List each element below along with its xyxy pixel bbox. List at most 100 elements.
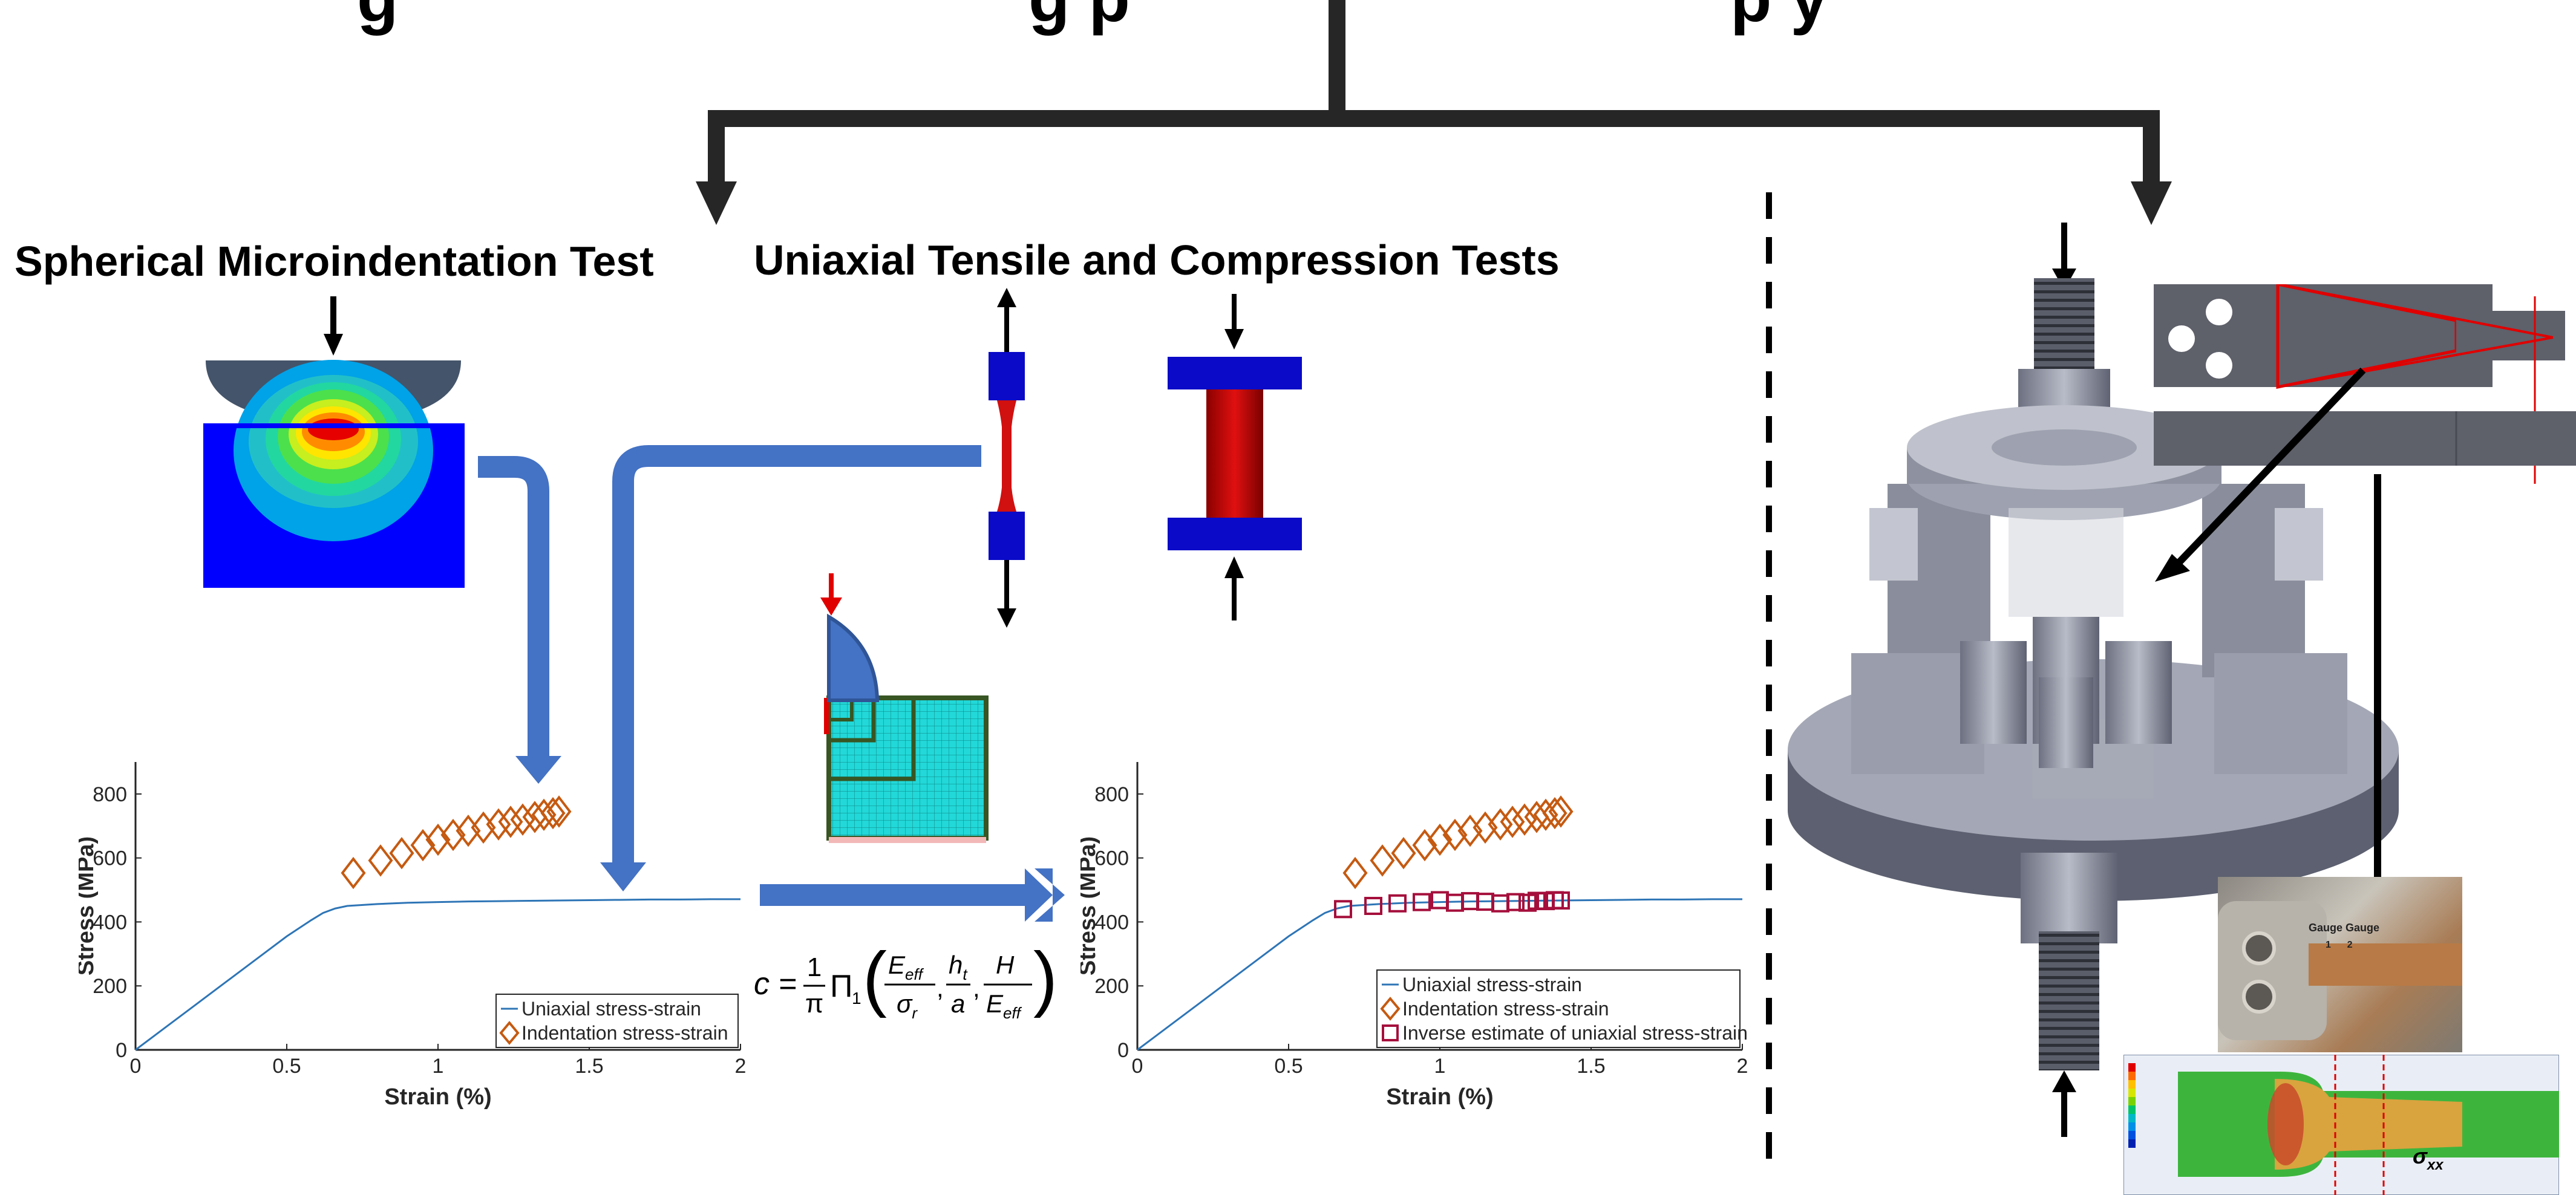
legend-swatch-diamond xyxy=(1380,997,1401,1021)
formula-arg3-den: Eeff xyxy=(986,989,1022,1022)
point-indentation xyxy=(510,803,535,836)
y-axis-label: Stress (MPa) xyxy=(1080,836,1100,975)
y-tick-label: 400 xyxy=(93,911,127,934)
x-axis-label: Strain (%) xyxy=(384,1084,491,1110)
y-tick-label: 600 xyxy=(1094,847,1129,870)
point-indentation xyxy=(1512,803,1537,836)
chart-to-chart-arrowhead xyxy=(1035,868,1065,922)
tensile-compression-heading: Uniaxial Tensile and Compression Tests xyxy=(754,236,1560,284)
x-tick-label: 0 xyxy=(1132,1055,1143,1078)
point-indentation xyxy=(1442,818,1468,851)
chart-inverse-estimate: 0 0.5 1 1.5 2 0 200 400 600 800 Strain (%) Stress (… xyxy=(1080,762,1748,1110)
point-indentation xyxy=(456,815,481,847)
point-indentation xyxy=(531,798,557,831)
legend-box xyxy=(495,994,739,1048)
point-indentation xyxy=(410,829,436,862)
y-tick-label: 600 xyxy=(93,847,127,870)
uniaxial-to-chart-arrow xyxy=(612,445,981,867)
dashed-separator xyxy=(1766,192,1772,1160)
point-indentation xyxy=(1342,856,1368,890)
gauge-numbers: 1 2 xyxy=(2326,940,2353,950)
y-tick-label: 200 xyxy=(1094,975,1129,998)
point-indentation xyxy=(341,856,366,890)
point-indentation xyxy=(1370,844,1395,877)
title-fragment-right: p y xyxy=(1730,0,1828,37)
compression-specimen-icon xyxy=(1168,294,1302,620)
y-tick-label: 0 xyxy=(1117,1039,1129,1062)
point-indentation xyxy=(540,796,566,830)
formula-arg1-num: Eeff xyxy=(888,951,924,983)
point-indentation xyxy=(425,823,451,856)
bolt-1 xyxy=(2242,931,2276,965)
formula-sep-2: , xyxy=(973,974,980,1002)
fea-color-legend xyxy=(2128,1063,2136,1148)
formula-arg1-den: σr xyxy=(897,989,918,1022)
x-tick-label: 0.5 xyxy=(1274,1055,1303,1078)
y-tick-label: 0 xyxy=(116,1039,127,1062)
microindentation-heading: Spherical Microindentation Test xyxy=(15,238,654,285)
y-tick-label: 200 xyxy=(93,975,127,998)
legend-label: Inverse estimate of uniaxial stress-stra… xyxy=(1402,1022,1748,1044)
indentation-to-chart-arrowhead xyxy=(515,756,561,784)
point-inverse-estimate xyxy=(1413,893,1431,911)
formula-frac-num: 1 xyxy=(807,952,822,982)
point-indentation xyxy=(440,818,466,851)
title-fragment-center: g p xyxy=(1028,0,1130,37)
legend-swatch-square xyxy=(1382,1024,1399,1041)
tensile-specimen-icon xyxy=(989,288,1025,628)
formula-sep-1: , xyxy=(937,974,944,1002)
gauge-photo: Gauge Gauge 1 2 xyxy=(2218,877,2462,1052)
point-inverse-estimate xyxy=(1364,897,1382,915)
point-indentation xyxy=(1542,796,1568,830)
series-line-uniaxial xyxy=(135,898,740,1051)
point-indentation xyxy=(368,844,393,877)
x-tick-label: 2 xyxy=(1737,1055,1748,1078)
x-tick-label: 1.5 xyxy=(1577,1055,1605,1078)
legend-swatch-diamond xyxy=(499,1021,520,1045)
top-distribution-arrows xyxy=(696,0,2172,225)
title-fragment-left: g xyxy=(357,0,398,37)
gauge-label: Gauge Gauge xyxy=(2309,922,2380,934)
svg-text:): ) xyxy=(1033,937,1058,1018)
point-indentation xyxy=(389,837,414,870)
point-indentation xyxy=(486,808,511,841)
fea-stress-plot: σxx xyxy=(2123,1055,2559,1195)
x-tick-label: 1 xyxy=(1434,1055,1446,1078)
point-indentation xyxy=(1391,837,1416,870)
bolt-2 xyxy=(2242,980,2276,1014)
x-axis-label: Strain (%) xyxy=(1386,1084,1493,1110)
x-tick-label: 1 xyxy=(433,1055,444,1078)
x-tick-label: 0.5 xyxy=(272,1055,301,1078)
x-tick-label: 0 xyxy=(130,1055,142,1078)
legend-label: Indentation stress-strain xyxy=(1402,998,1609,1020)
y-axis-label: Stress (MPa) xyxy=(79,836,99,975)
formula-frac-den: π xyxy=(805,989,823,1018)
point-indentation xyxy=(1473,811,1498,844)
formula-lhs: c = xyxy=(754,966,797,1001)
formula-func: Π xyxy=(830,969,853,1004)
sigma-label: σxx xyxy=(2413,1144,2444,1173)
point-indentation xyxy=(1548,795,1574,828)
uniaxial-to-chart-arrowhead xyxy=(600,862,646,891)
point-indentation xyxy=(1500,806,1525,838)
indentation-to-chart-arrow xyxy=(478,456,549,761)
point-indentation xyxy=(498,806,523,838)
point-indentation xyxy=(1427,823,1453,856)
point-indentation xyxy=(1488,808,1513,841)
chart-indentation-vs-uniaxial: 0 0.5 1 1.5 2 0 200 400 600 800 Strain (%) Stress (… xyxy=(79,762,747,1110)
series-line-uniaxial xyxy=(1137,898,1742,1051)
legend-box xyxy=(1376,969,1741,1048)
formula-arg2-num: ht xyxy=(949,951,968,983)
point-indentation xyxy=(471,811,496,844)
indentation-contour-simulation xyxy=(203,296,465,588)
x-tick-label: 2 xyxy=(735,1055,747,1078)
point-indentation xyxy=(1533,798,1558,831)
y-tick-label: 800 xyxy=(93,783,127,806)
inverse-formula: c = 1 π Π 1 ( Eeff σr , ht a , H Eeff ) xyxy=(754,937,1058,1022)
point-inverse-estimate xyxy=(1506,893,1525,911)
fixture-cad-model xyxy=(1788,223,2399,1137)
x-tick-label: 1.5 xyxy=(575,1055,603,1078)
fe-mesh-model xyxy=(820,573,989,843)
point-indentation xyxy=(1412,829,1437,862)
